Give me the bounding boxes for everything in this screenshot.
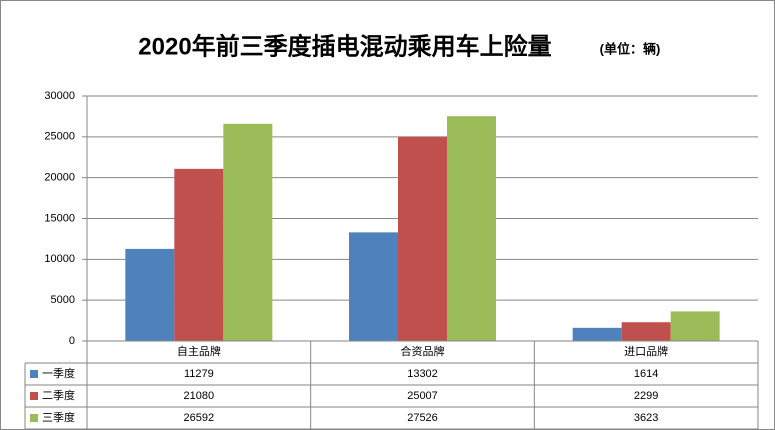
y-tick-label: 15000 [44,212,75,224]
bar [621,322,671,341]
bar [572,327,622,341]
legend-label: 二季度 [42,388,75,402]
table-value: 2299 [634,390,658,402]
y-tick-label: 10000 [44,253,75,265]
table-value: 13302 [407,368,438,380]
chart-title: 2020年前三季度插电混动乘用车上险量 [138,32,551,60]
bar [174,168,224,341]
y-tick-label: 30000 [44,90,75,102]
bar [447,116,496,341]
bar [223,123,273,341]
bar [125,248,175,341]
table-value: 11279 [184,368,214,380]
bar [349,232,398,341]
y-tick-label: 25000 [44,131,75,143]
legend-swatch [30,370,38,378]
legend-swatch [30,414,38,422]
chart-subtitle: (单位：辆) [600,41,661,56]
x-tick-label: 进口品牌 [624,344,668,358]
table-value: 26592 [184,412,215,424]
legend-swatch [30,392,38,400]
table-value: 25007 [407,390,438,402]
table-value: 21080 [184,390,215,402]
legend-label: 一季度 [42,366,75,380]
x-tick-label: 自主品牌 [177,344,221,358]
bar [670,311,720,341]
bar [398,136,447,341]
table-value: 3623 [634,412,658,424]
table-value: 27526 [407,412,438,424]
table-value: 1614 [634,368,658,380]
legend-label: 三季度 [42,410,75,424]
x-tick-label: 合资品牌 [401,344,445,358]
y-tick-label: 20000 [44,172,75,184]
y-tick-label: 5000 [51,294,75,306]
y-tick-label: 0 [69,335,75,347]
